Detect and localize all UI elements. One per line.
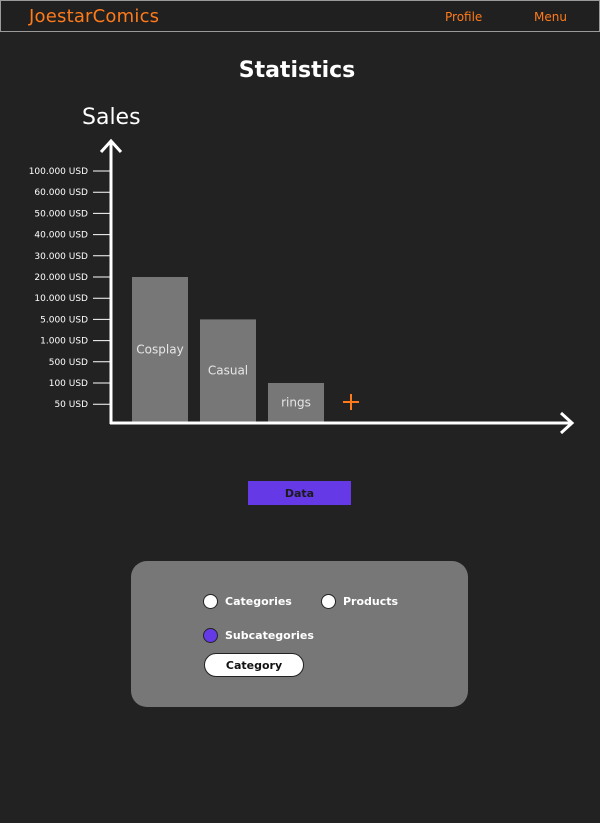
radio-label: Categories <box>225 595 292 608</box>
radio-label: Subcategories <box>225 629 314 642</box>
y-axis-ticks: 100.000 USD 60.000 USD 50.000 USD 40.000 US… <box>29 167 111 410</box>
bar-label: Casual <box>208 364 248 378</box>
bar-cosplay[interactable] <box>132 277 188 422</box>
category-button[interactable]: Category <box>204 653 304 677</box>
y-tick-label: 100.000 USD <box>29 167 88 177</box>
filter-panel: Categories Products Subcategories Catego… <box>131 561 468 707</box>
y-tick-label: 60.000 USD <box>34 188 88 198</box>
y-tick-label: 30.000 USD <box>34 252 88 262</box>
y-tick-label: 10.000 USD <box>34 294 88 304</box>
radio-products[interactable]: Products <box>321 594 398 609</box>
radio-label: Products <box>343 595 399 608</box>
page-title: Statistics <box>238 58 356 83</box>
data-button[interactable]: Data <box>248 481 351 505</box>
axes <box>99 138 575 435</box>
y-tick-label: 50.000 USD <box>34 209 88 219</box>
bar-label: rings <box>281 396 311 410</box>
y-axis-arrow-icon <box>99 138 123 154</box>
y-tick-label: 100 USD <box>49 379 88 389</box>
radio-button-selected-icon[interactable] <box>203 628 218 643</box>
brand-logo[interactable]: JoestarComics <box>29 6 160 27</box>
bar-label: Cosplay <box>136 343 183 357</box>
radio-button-icon[interactable] <box>321 594 336 609</box>
x-axis-arrow-icon <box>559 411 575 435</box>
add-bar-button[interactable] <box>340 392 362 412</box>
nav-menu-link[interactable]: Menu <box>534 10 567 24</box>
radio-subcategories[interactable]: Subcategories <box>203 628 314 643</box>
y-tick-label: 50 USD <box>54 400 88 410</box>
y-tick-label: 20.000 USD <box>34 273 88 283</box>
top-navbar: JoestarComics Profile Menu <box>0 0 600 32</box>
y-tick-label: 40.000 USD <box>34 231 88 241</box>
y-tick-label: 1.000 USD <box>40 337 88 347</box>
bar-casual[interactable] <box>200 319 256 422</box>
y-tick-label: 5.000 USD <box>40 315 88 325</box>
radio-categories[interactable]: Categories <box>203 594 292 609</box>
chart-title: Sales <box>82 105 141 130</box>
radio-button-icon[interactable] <box>203 594 218 609</box>
nav-profile-link[interactable]: Profile <box>445 10 483 24</box>
bar-rings[interactable] <box>268 383 324 422</box>
bars-group: Cosplay Casual rings <box>132 277 324 422</box>
y-tick-label: 500 USD <box>49 358 88 368</box>
